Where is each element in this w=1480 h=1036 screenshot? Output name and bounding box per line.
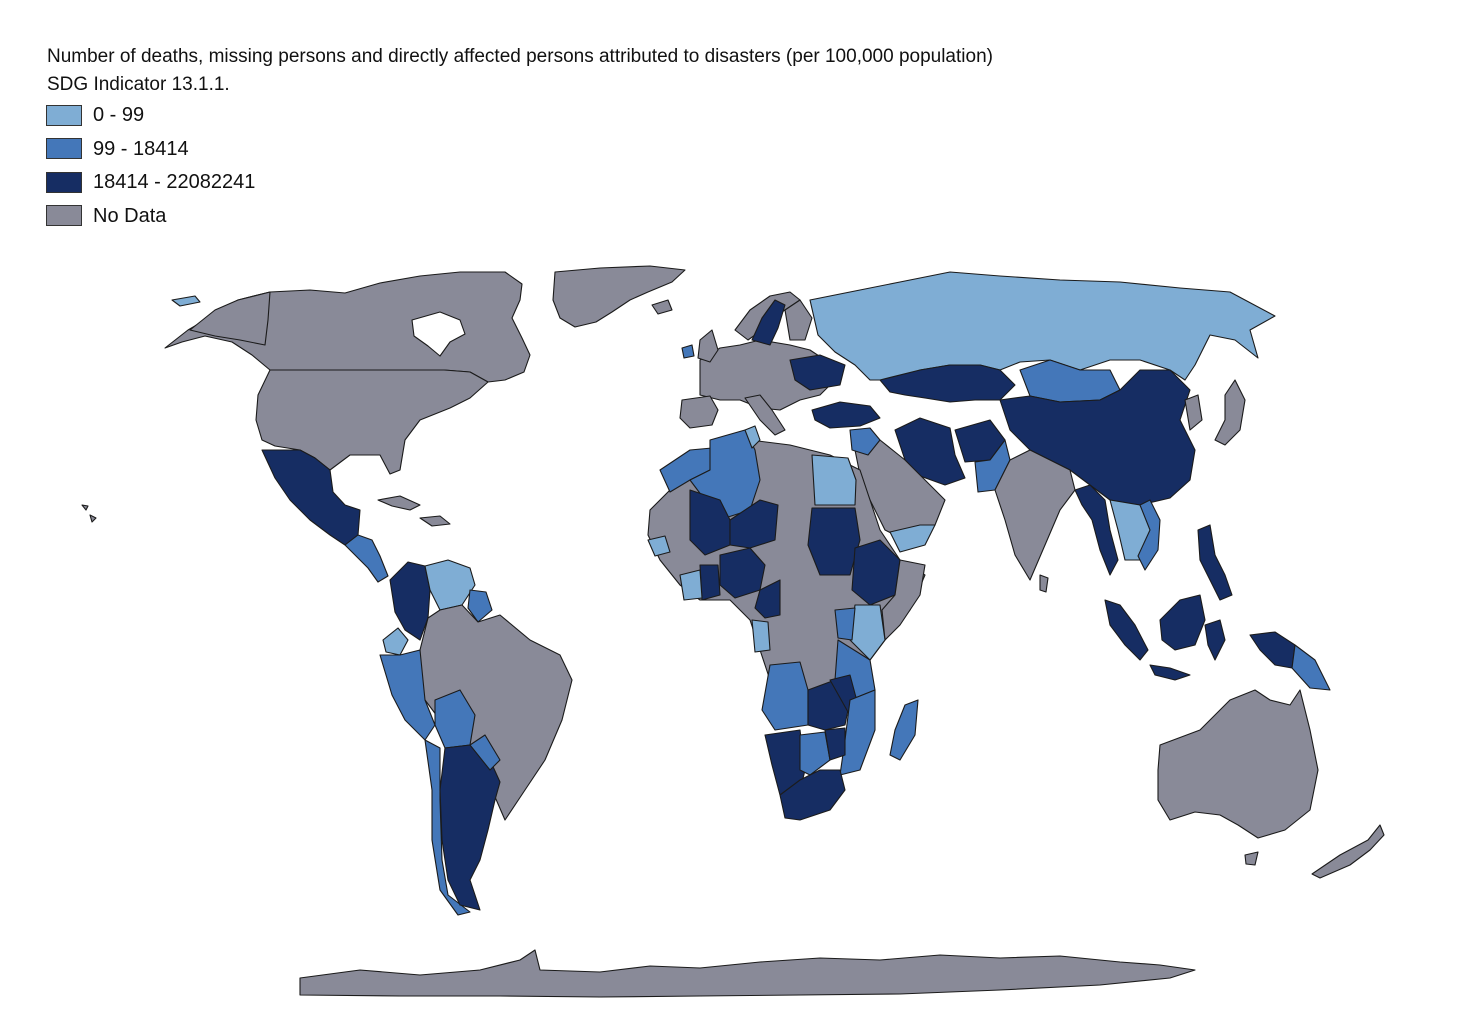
region-tunisia bbox=[744, 425, 761, 449]
region-ecuador bbox=[382, 627, 409, 656]
region-ireland bbox=[681, 344, 695, 359]
region-iceland bbox=[651, 299, 673, 315]
region-levant bbox=[849, 427, 881, 456]
region-gabon bbox=[751, 619, 771, 653]
region-madagascar bbox=[889, 699, 919, 761]
region-sweden bbox=[751, 299, 786, 346]
region-vietnam bbox=[1137, 499, 1161, 571]
map-title: Number of deaths, missing persons and di… bbox=[47, 46, 993, 67]
region-philippines bbox=[1197, 524, 1233, 601]
region-angola bbox=[761, 661, 809, 731]
legend-item-99-18414: 99 - 18414 bbox=[46, 138, 255, 160]
region-hawaii bbox=[81, 504, 97, 523]
legend-swatch bbox=[46, 138, 82, 159]
region-hudson-bay bbox=[411, 311, 466, 357]
legend-item-18414-22082241: 18414 - 22082241 bbox=[46, 171, 255, 193]
region-senegal bbox=[647, 535, 671, 557]
legend-label: 99 - 18414 bbox=[93, 137, 189, 160]
region-alaska bbox=[189, 291, 271, 346]
region-uk bbox=[697, 329, 719, 363]
region-caribbean bbox=[377, 495, 451, 527]
region-chile bbox=[424, 739, 471, 916]
region-venezuela bbox=[424, 559, 476, 611]
region-sudan bbox=[807, 507, 861, 576]
region-java bbox=[1149, 664, 1191, 681]
region-egypt bbox=[811, 454, 857, 506]
region-ghana bbox=[699, 564, 721, 601]
region-new-guinea-west bbox=[1249, 631, 1296, 669]
region-guyana bbox=[467, 589, 493, 623]
region-papua-new-guinea bbox=[1291, 644, 1331, 691]
region-myanmar bbox=[1074, 484, 1119, 576]
region-somalia bbox=[881, 559, 926, 641]
region-yemen bbox=[889, 524, 936, 553]
region-usa bbox=[255, 369, 489, 475]
region-paraguay bbox=[469, 734, 501, 771]
region-korea bbox=[1184, 394, 1203, 431]
legend-label: No Data bbox=[93, 204, 167, 227]
region-central-america bbox=[344, 534, 389, 583]
region-zimbabwe bbox=[824, 727, 846, 761]
region-greenland bbox=[552, 265, 686, 328]
legend-swatch bbox=[46, 171, 82, 193]
region-finland bbox=[784, 299, 813, 341]
region-borneo bbox=[1159, 594, 1206, 651]
legend-label: 0 - 99 bbox=[93, 104, 145, 126]
region-ivory-coast bbox=[679, 569, 703, 601]
region-botswana bbox=[799, 731, 831, 776]
map-subtitle: SDG Indicator 13.1.1. bbox=[47, 74, 230, 95]
legend-label: 18414 - 22082241 bbox=[93, 171, 256, 193]
legend-item-no-data: No Data bbox=[46, 205, 255, 227]
region-colombia bbox=[389, 561, 431, 641]
legend-swatch bbox=[46, 205, 82, 226]
region-brazil bbox=[414, 604, 573, 821]
legend-item-0-99: 0 - 99 bbox=[46, 104, 255, 126]
region-mongolia bbox=[1019, 359, 1121, 403]
legend: 0 - 99 99 - 18414 18414 - 22082241 No Da… bbox=[46, 104, 255, 238]
region-turkey bbox=[811, 401, 881, 429]
region-australia bbox=[1157, 689, 1319, 839]
region-new-zealand bbox=[1311, 824, 1385, 879]
legend-swatch bbox=[46, 104, 82, 126]
region-madeira-aleutian bbox=[171, 295, 201, 307]
region-mexico bbox=[261, 449, 361, 546]
region-south-africa bbox=[779, 769, 846, 821]
region-niger bbox=[729, 499, 779, 549]
region-antarctica bbox=[299, 949, 1196, 998]
region-india bbox=[994, 449, 1076, 581]
region-sulawesi bbox=[1204, 619, 1226, 661]
region-italy bbox=[744, 394, 786, 436]
region-cameroon bbox=[754, 579, 781, 619]
region-ukraine bbox=[789, 354, 846, 391]
region-japan bbox=[1214, 379, 1246, 446]
region-iberia bbox=[679, 395, 719, 429]
region-tasmania bbox=[1244, 851, 1259, 866]
region-sri-lanka bbox=[1039, 574, 1049, 593]
region-sumatra bbox=[1104, 599, 1149, 661]
region-uganda bbox=[834, 607, 856, 641]
